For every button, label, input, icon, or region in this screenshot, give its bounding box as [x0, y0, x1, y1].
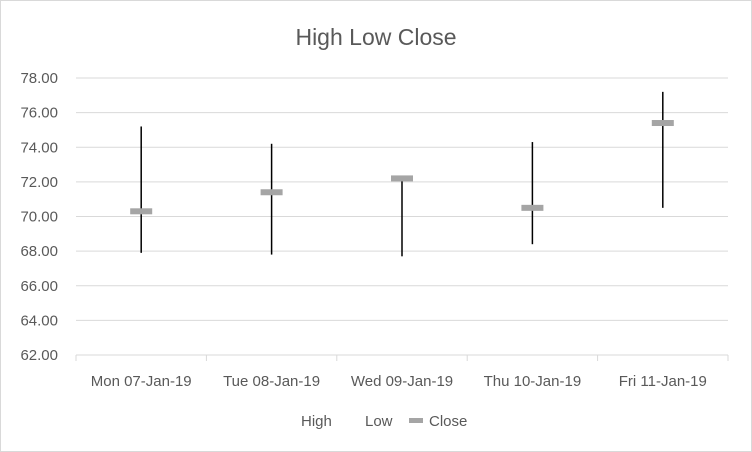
- y-tick-label: 78.00: [20, 70, 58, 87]
- x-axis: [75, 355, 729, 361]
- legend-close-label: Close: [429, 413, 467, 430]
- y-tick-label: 68.00: [20, 243, 58, 260]
- x-tick-label: Tue 08-Jan-19: [223, 373, 320, 390]
- chart-title: High Low Close: [295, 24, 456, 50]
- close-marker: [260, 189, 283, 196]
- x-tick-label: Wed 09-Jan-19: [351, 373, 453, 390]
- y-tick-label: 76.00: [20, 105, 58, 122]
- x-tick-label: Fri 11-Jan-19: [619, 373, 707, 390]
- close-marker: [130, 208, 153, 215]
- y-tick-label: 64.00: [20, 312, 58, 329]
- y-axis-ticks: 62.00 64.00 66.00 68.00 70.00 72.00 74.00 76.00…: [20, 70, 58, 364]
- y-tick-label: 70.00: [20, 209, 58, 226]
- legend-high-label: High: [301, 413, 332, 430]
- legend: High Low Close: [301, 413, 467, 430]
- y-tick-label: 72.00: [20, 174, 58, 191]
- x-axis-ticks: Mon 07-Jan-19 Tue 08-Jan-19 Wed 09-Jan-19 T…: [91, 373, 707, 390]
- x-tick-label: Thu 10-Jan-19: [484, 373, 582, 390]
- close-marker: [391, 175, 413, 182]
- close-marker: [651, 120, 674, 127]
- y-tick-label: 66.00: [20, 278, 58, 295]
- x-tick-label: Mon 07-Jan-19: [91, 373, 192, 390]
- close-marker: [521, 204, 544, 211]
- close-markers: [130, 120, 674, 215]
- y-tick-label: 74.00: [20, 139, 58, 156]
- legend-close-marker: [409, 418, 423, 423]
- y-tick-label: 62.00: [20, 347, 58, 364]
- legend-low-label: Low: [365, 413, 393, 430]
- high-low-lines: [140, 91, 664, 257]
